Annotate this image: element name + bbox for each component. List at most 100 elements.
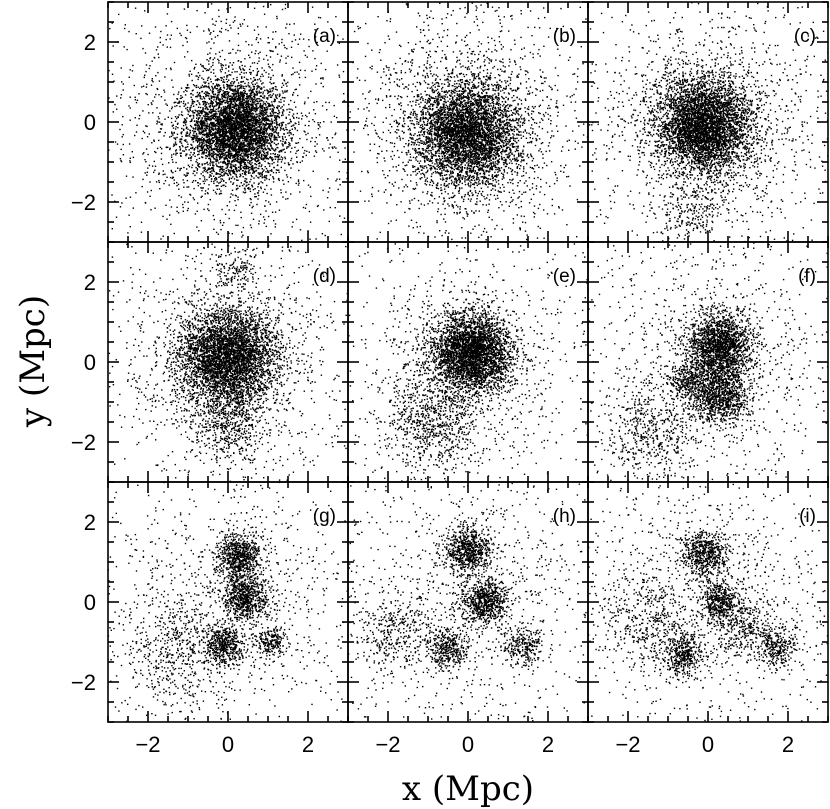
data-point <box>259 106 261 108</box>
data-point <box>220 185 223 187</box>
data-point <box>172 145 175 147</box>
data-point <box>255 131 257 133</box>
data-point <box>170 34 172 36</box>
data-point <box>235 97 237 99</box>
data-point <box>204 168 206 170</box>
data-point <box>271 134 273 136</box>
data-point <box>249 111 252 113</box>
data-point <box>338 74 340 76</box>
data-point <box>240 160 243 163</box>
data-point <box>212 152 214 154</box>
data-point <box>174 138 177 141</box>
data-point <box>249 137 251 139</box>
data-point <box>242 106 245 108</box>
data-point <box>210 154 212 156</box>
data-point <box>219 100 222 103</box>
data-point <box>277 156 279 159</box>
data-point <box>240 141 242 143</box>
data-point <box>246 95 249 97</box>
data-point <box>285 116 287 119</box>
data-point <box>241 146 243 149</box>
data-point <box>201 124 203 126</box>
data-point <box>249 154 252 157</box>
data-point <box>241 95 243 97</box>
data-point <box>269 174 272 176</box>
data-point <box>175 149 178 151</box>
data-point <box>153 139 155 141</box>
data-point <box>220 134 223 136</box>
data-point <box>221 151 223 154</box>
data-point <box>246 98 248 100</box>
data-point <box>146 191 149 193</box>
data-point <box>259 124 261 127</box>
data-point <box>255 155 258 158</box>
data-point <box>277 154 279 156</box>
data-point <box>312 119 314 121</box>
data-point <box>168 184 170 186</box>
data-point <box>273 106 275 109</box>
data-point <box>272 127 274 129</box>
data-point <box>327 139 329 141</box>
data-point <box>252 172 254 174</box>
data-point <box>256 148 259 150</box>
data-point <box>229 115 232 117</box>
data-point <box>268 137 271 139</box>
data-point <box>278 95 281 98</box>
data-point <box>240 128 242 130</box>
data-point <box>263 169 265 171</box>
data-point <box>252 83 254 86</box>
data-point <box>266 141 268 143</box>
data-point <box>247 119 250 121</box>
data-point <box>213 110 215 112</box>
data-point <box>286 146 288 148</box>
data-point <box>198 131 200 134</box>
data-point <box>224 162 227 164</box>
data-point <box>336 116 338 119</box>
data-point <box>231 118 233 120</box>
data-point <box>271 160 274 162</box>
data-point <box>245 149 247 151</box>
data-point <box>227 136 230 139</box>
data-point <box>244 155 246 157</box>
data-point <box>186 24 188 27</box>
data-point <box>242 143 244 146</box>
data-point <box>221 64 223 66</box>
data-point <box>295 218 298 221</box>
data-point <box>219 119 221 121</box>
data-point <box>120 159 122 162</box>
data-point <box>217 85 219 88</box>
data-point <box>247 125 250 127</box>
data-point <box>212 129 215 132</box>
data-point <box>216 181 218 183</box>
data-point <box>276 122 278 125</box>
data-point <box>185 149 187 151</box>
data-point <box>218 125 220 128</box>
data-point <box>182 44 184 47</box>
data-point <box>186 84 189 87</box>
data-point <box>227 116 230 118</box>
data-point <box>189 147 192 149</box>
data-point <box>213 228 215 230</box>
data-point <box>221 145 224 147</box>
data-point <box>259 128 262 131</box>
data-point <box>213 72 215 74</box>
data-point <box>234 138 237 140</box>
data-point <box>224 149 226 151</box>
data-point <box>228 74 230 76</box>
data-point <box>205 157 207 159</box>
data-point <box>204 119 207 122</box>
data-point <box>232 78 235 80</box>
data-point <box>216 87 219 90</box>
data-point <box>264 132 266 134</box>
data-point <box>245 123 247 125</box>
data-point <box>252 119 254 121</box>
data-point <box>313 101 315 104</box>
data-point <box>209 129 212 131</box>
data-point <box>257 52 260 55</box>
data-point <box>259 137 262 139</box>
data-point <box>255 142 257 144</box>
data-point <box>234 158 236 160</box>
data-point <box>258 136 260 138</box>
data-point <box>230 148 233 150</box>
data-point <box>251 157 253 159</box>
